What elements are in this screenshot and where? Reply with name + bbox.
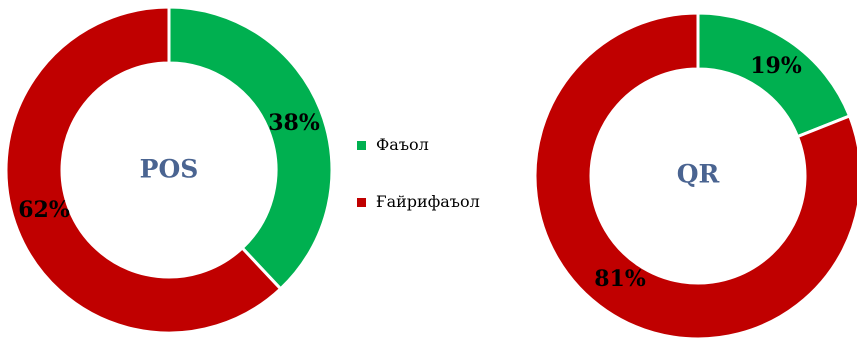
pos-slice-active [167,5,334,291]
qr-donut-chart: 19% 81% QR [533,11,857,338]
pos-donut-chart: 38% 62% POS [4,5,334,335]
pos-active-pct-label: 38% [268,110,320,136]
qr-active-pct-label: 19% [750,53,802,79]
pos-slice-inactive [4,5,283,335]
pos-donut-slices [4,5,334,335]
qr-slice-inactive [533,11,857,338]
qr-donut-slices [533,11,857,338]
legend-swatch-inactive [357,198,366,207]
legend-label-inactive: Ғайрифаъол [376,192,480,211]
qr-center-label: QR [677,160,720,189]
legend-label-active: Фаъол [376,135,429,154]
legend: Фаъол Ғайрифаъол [357,135,480,211]
legend-swatch-active [357,141,366,150]
pos-inactive-pct-label: 62% [18,197,70,223]
qr-inactive-pct-label: 81% [594,266,646,292]
pos-center-label: POS [140,155,199,184]
